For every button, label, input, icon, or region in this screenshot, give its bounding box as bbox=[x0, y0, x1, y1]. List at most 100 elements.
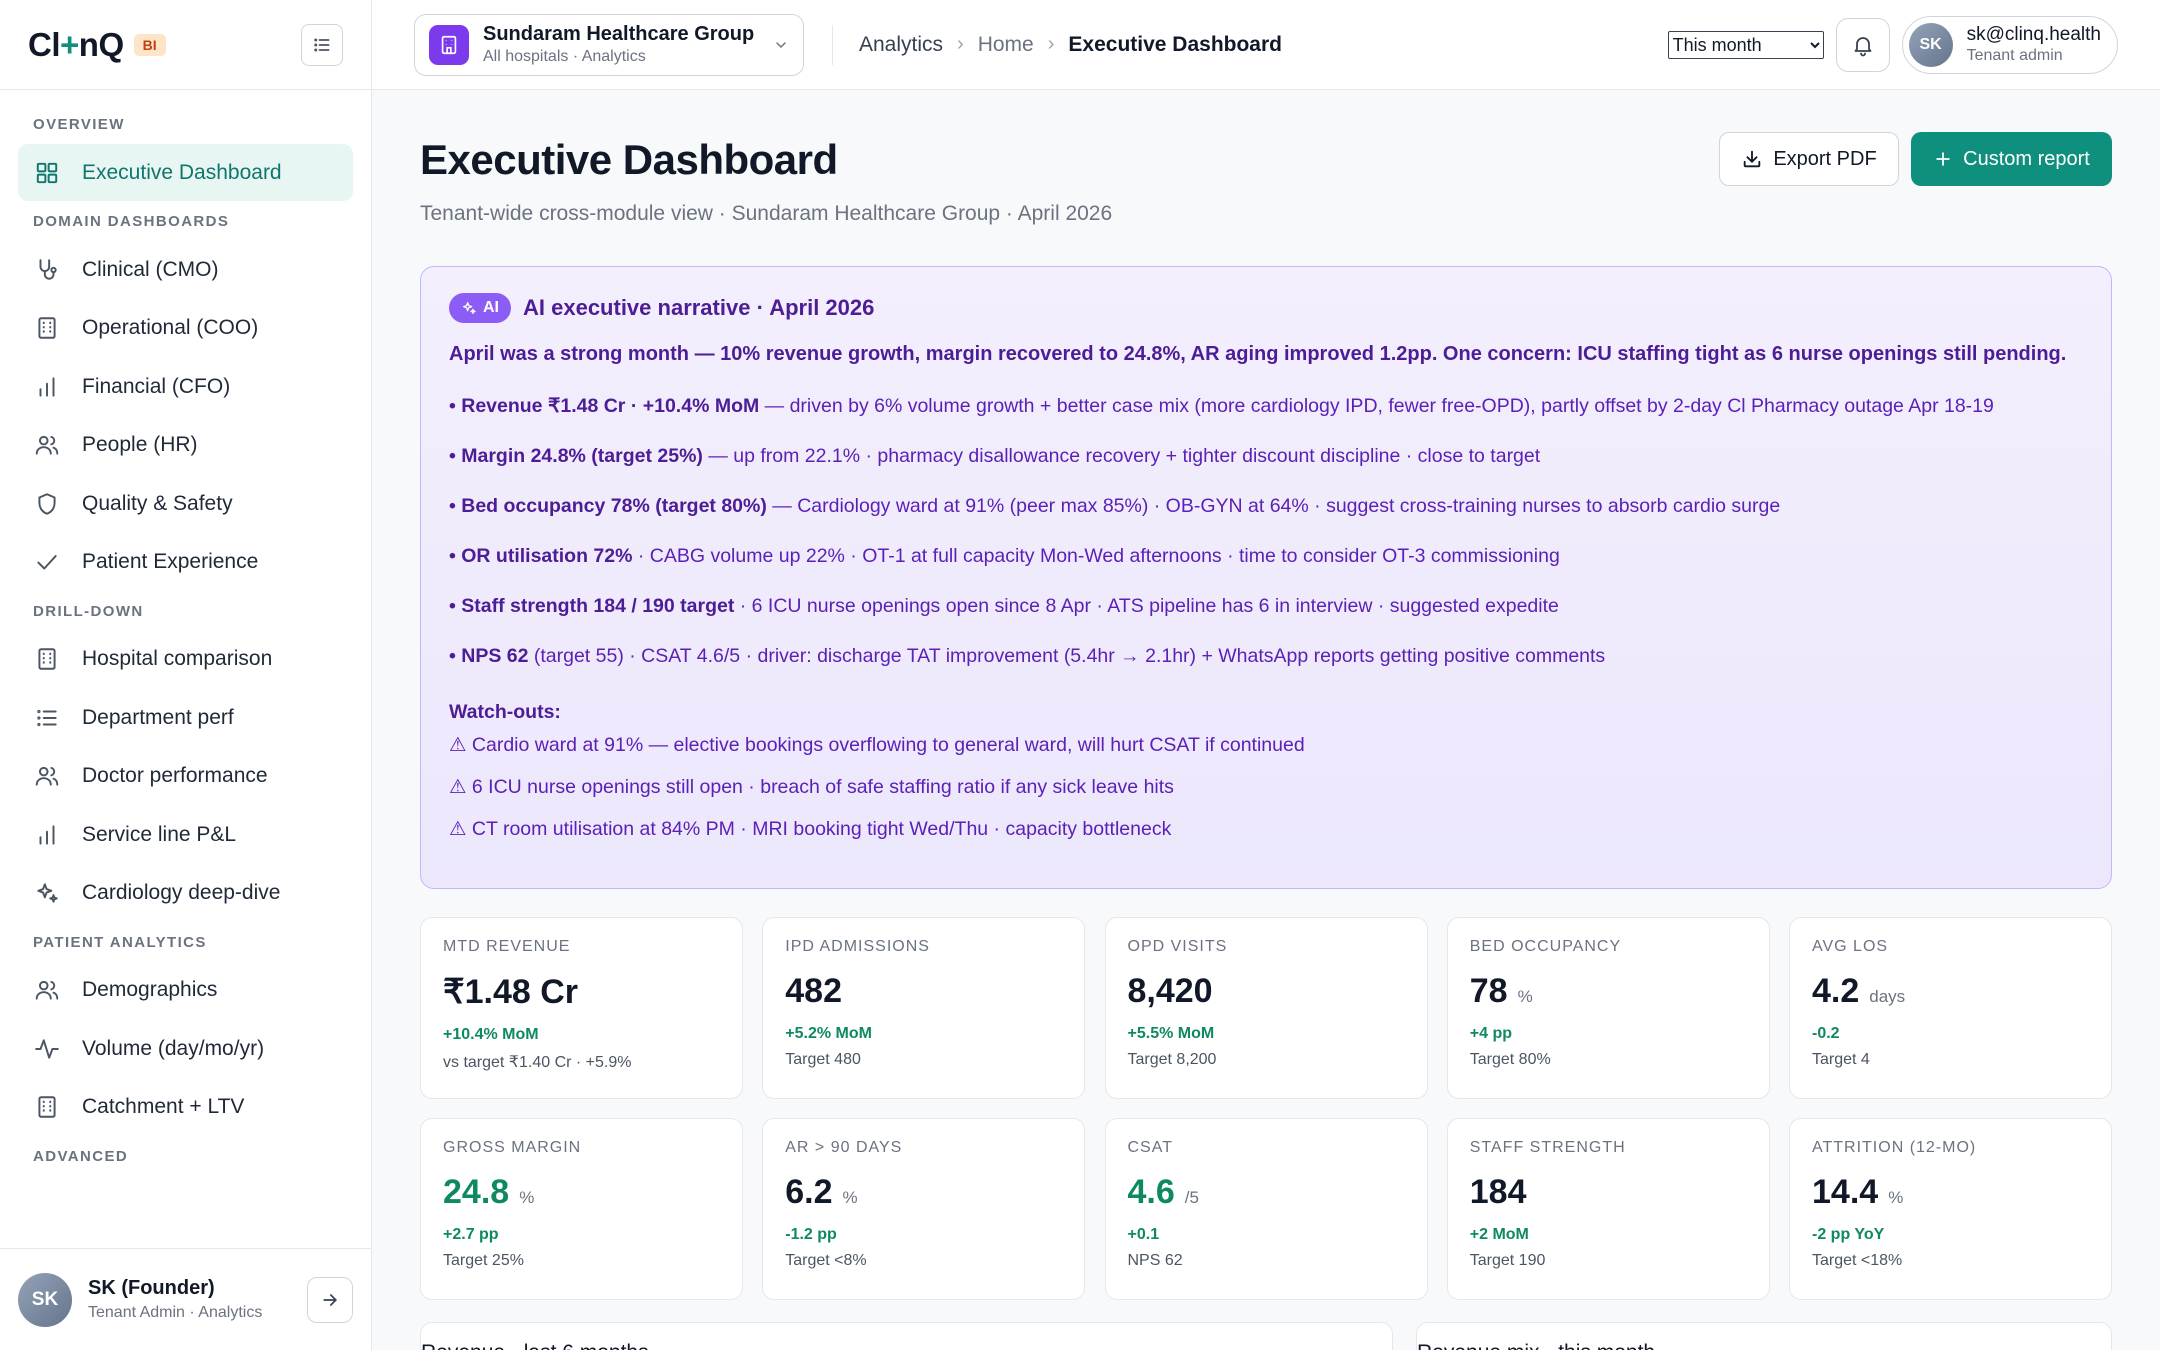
sidebar-item-executive-dashboard[interactable]: Executive Dashboard bbox=[18, 144, 353, 201]
sidebar-item-label: Service line P&L bbox=[82, 822, 237, 846]
sidebar-item-quality-safety[interactable]: Quality & Safety bbox=[18, 475, 353, 532]
breadcrumb-home[interactable]: Home bbox=[977, 32, 1034, 56]
kpi-delta: +2.7 pp bbox=[443, 1226, 499, 1243]
kpi-value-row: 184 bbox=[1470, 1173, 1747, 1212]
user-role: Tenant Admin · Analytics bbox=[88, 1304, 263, 1321]
kpi-label: AR > 90 DAYS bbox=[785, 1139, 903, 1156]
sidebar-item-label: Department perf bbox=[82, 705, 234, 729]
kpi-value-row: ₹1.48 Cr bbox=[443, 972, 720, 1012]
kpi-card[interactable]: CSAT 4.6/5 +0.1 NPS 62 bbox=[1104, 1118, 1428, 1300]
kpi-delta: +5.5% MoM bbox=[1127, 1025, 1215, 1042]
sidebar-item-demographics[interactable]: Demographics bbox=[18, 962, 353, 1019]
kpi-target: Target 4 bbox=[1812, 1051, 1870, 1068]
sidebar-item-volume-day-mo-yr[interactable]: Volume (day/mo/yr) bbox=[18, 1020, 353, 1077]
kpi-card[interactable]: MTD REVENUE ₹1.48 Cr +10.4% MoM vs target ₹… bbox=[420, 917, 743, 1099]
logo[interactable]: Cl+nQ bbox=[28, 25, 124, 63]
kpi-card[interactable]: AR > 90 DAYS 6.2% -1.2 pp Target <8% bbox=[762, 1118, 1086, 1300]
sidebar-item-label: Demographics bbox=[82, 978, 218, 1001]
kpi-delta: +5.2% MoM bbox=[785, 1025, 872, 1042]
sidebar-toggle-button[interactable] bbox=[301, 24, 343, 66]
tenant-switcher[interactable]: Sundaram Healthcare Group All hospitals … bbox=[414, 13, 804, 76]
breadcrumb-separator: › bbox=[1047, 33, 1055, 55]
kpi-value: 184 bbox=[1469, 1173, 1527, 1211]
sidebar-nav: OVERVIEW Executive Dashboard DOMAIN DASHBO… bbox=[0, 90, 371, 1248]
building-icon bbox=[34, 646, 60, 672]
breadcrumb-analytics[interactable]: Analytics bbox=[859, 32, 944, 56]
export-pdf-button[interactable]: Export PDF bbox=[1719, 132, 1899, 186]
arrow-right-icon bbox=[323, 1293, 337, 1306]
logout-button[interactable] bbox=[307, 1276, 353, 1323]
sidebar-item-label: Financial (CFO) bbox=[82, 374, 231, 398]
kpi-card[interactable]: GROSS MARGIN 24.8% +2.7 pp Target 25% bbox=[420, 1118, 743, 1300]
sidebar-item-doctor-performance[interactable]: Doctor performance bbox=[18, 748, 353, 805]
kpi-label: MTD REVENUE bbox=[443, 938, 571, 955]
kpi-target: Target 480 bbox=[785, 1051, 861, 1068]
sidebar-item-label: Executive Dashboard bbox=[82, 160, 282, 184]
sidebar-user: SK SK (Founder) Tenant Admin · Analytics bbox=[0, 1248, 371, 1350]
kpi-delta: -2 pp YoY bbox=[1812, 1226, 1885, 1243]
sidebar-item-operational-coo[interactable]: Operational (COO) bbox=[18, 300, 353, 357]
kpi-label: ATTRITION (12-MO) bbox=[1812, 1139, 1977, 1156]
kpi-delta: -0.2 bbox=[1812, 1025, 1840, 1042]
kpi-unit: % bbox=[842, 1188, 858, 1207]
ai-bullet: • Revenue ₹1.48 Cr · +10.4% MoM — driven… bbox=[449, 381, 2083, 431]
kpi-value-row: 4.6/5 bbox=[1128, 1173, 1405, 1212]
kpi-card[interactable]: ATTRITION (12-MO) 14.4% -2 pp YoY Target <1… bbox=[1789, 1118, 2112, 1300]
revenue-mix-title: Revenue mix · this month bbox=[1417, 1341, 1655, 1350]
kpi-value: 4.2 bbox=[1812, 972, 1860, 1010]
sidebar-item-cardiology-deep-dive[interactable]: Cardiology deep-dive bbox=[18, 865, 353, 922]
sidebar-item-people-hr[interactable]: People (HR) bbox=[18, 417, 353, 474]
sidebar-item-hospital-comparison[interactable]: Hospital comparison bbox=[18, 631, 353, 688]
sidebar-item-catchment-ltv[interactable]: Catchment + LTV bbox=[18, 1079, 353, 1136]
ai-bullet-detail: — Cardiology ward at 91% (peer max 85%) … bbox=[766, 495, 1781, 517]
avatar[interactable]: SK bbox=[18, 1272, 72, 1327]
ai-bullet-detail: · 6 ICU nurse openings open since 8 Apr … bbox=[734, 595, 1559, 617]
kpi-card[interactable]: OPD VISITS 8,420 +5.5% MoM Target 8,200 bbox=[1104, 917, 1428, 1099]
custom-report-button[interactable]: Custom report bbox=[1911, 132, 2112, 186]
bell-icon bbox=[1854, 36, 1871, 56]
sidebar-item-label: Doctor performance bbox=[82, 764, 268, 787]
stethoscope-icon bbox=[34, 257, 60, 283]
users-icon bbox=[34, 763, 60, 789]
kpi-value: 8,420 bbox=[1127, 972, 1213, 1010]
kpi-delta: +0.1 bbox=[1127, 1226, 1160, 1243]
nav-section-title: PATIENT ANALYTICS bbox=[33, 933, 207, 951]
users-icon bbox=[34, 977, 60, 1003]
revenue-chart-title: Revenue · last 6 months bbox=[421, 1341, 649, 1350]
period-select[interactable]: This month bbox=[1667, 30, 1824, 59]
kpi-delta: +4 pp bbox=[1469, 1025, 1512, 1042]
kpi-value-row: 4.2 days bbox=[1812, 972, 2089, 1011]
notifications-button[interactable] bbox=[1835, 17, 1890, 72]
download-icon bbox=[1744, 150, 1761, 168]
sidebar-item-department-perf[interactable]: Department perf bbox=[18, 689, 353, 746]
breadcrumb-current: Executive Dashboard bbox=[1068, 32, 1282, 56]
kpi-card[interactable]: STAFF STRENGTH 184 +2 MoM Target 190 bbox=[1446, 1118, 1770, 1300]
kpi-value: 482 bbox=[785, 972, 842, 1010]
sidebar-item-clinical-cmo[interactable]: Clinical (CMO) bbox=[18, 241, 353, 298]
ai-bullet: • OR utilisation 72% · CABG volume up 22… bbox=[449, 531, 2083, 581]
grid-icon bbox=[34, 160, 60, 186]
ai-bullet-headline: • Margin 24.8% (target 25%) bbox=[449, 445, 703, 467]
custom-report-label: Custom report bbox=[1963, 147, 2090, 170]
sidebar-item-patient-experience[interactable]: Patient Experience bbox=[18, 534, 353, 591]
user-email: sk@clinq.health bbox=[1966, 24, 2101, 45]
sidebar-item-financial-cfo[interactable]: Financial (CFO) bbox=[18, 358, 353, 415]
kpi-label: CSAT bbox=[1127, 1139, 1173, 1156]
hospital-icon bbox=[429, 24, 469, 65]
kpi-value: 4.6 bbox=[1127, 1173, 1175, 1211]
kpi-card[interactable]: IPD ADMISSIONS 482 +5.2% MoM Target 480 bbox=[762, 917, 1086, 1099]
list-icon bbox=[34, 705, 60, 731]
sidebar-item-label: Cardiology deep-dive bbox=[82, 881, 281, 904]
watchouts-title: Watch-outs: bbox=[449, 701, 561, 723]
building-icon bbox=[34, 1094, 60, 1120]
kpi-value: 14.4 bbox=[1812, 1173, 1879, 1211]
ai-bullet: • Bed occupancy 78% (target 80%) — Cardi… bbox=[449, 481, 2083, 531]
avatar: SK bbox=[1908, 22, 1953, 67]
sidebar-item-label: Hospital comparison bbox=[82, 647, 273, 670]
sidebar-item-service-line-p-l[interactable]: Service line P&L bbox=[18, 806, 353, 863]
sparkle-icon bbox=[463, 302, 476, 314]
user-menu[interactable]: SK sk@clinq.health Tenant admin bbox=[1901, 15, 2118, 74]
nav-section-title: ADVANCED bbox=[33, 1147, 129, 1165]
kpi-card[interactable]: BED OCCUPANCY 78% +4 pp Target 80% bbox=[1446, 917, 1770, 1099]
kpi-card[interactable]: AVG LOS 4.2 days -0.2 Target 4 bbox=[1789, 917, 2112, 1099]
